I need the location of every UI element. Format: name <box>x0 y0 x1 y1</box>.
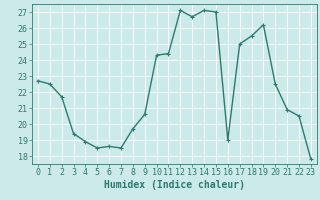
X-axis label: Humidex (Indice chaleur): Humidex (Indice chaleur) <box>104 180 245 190</box>
